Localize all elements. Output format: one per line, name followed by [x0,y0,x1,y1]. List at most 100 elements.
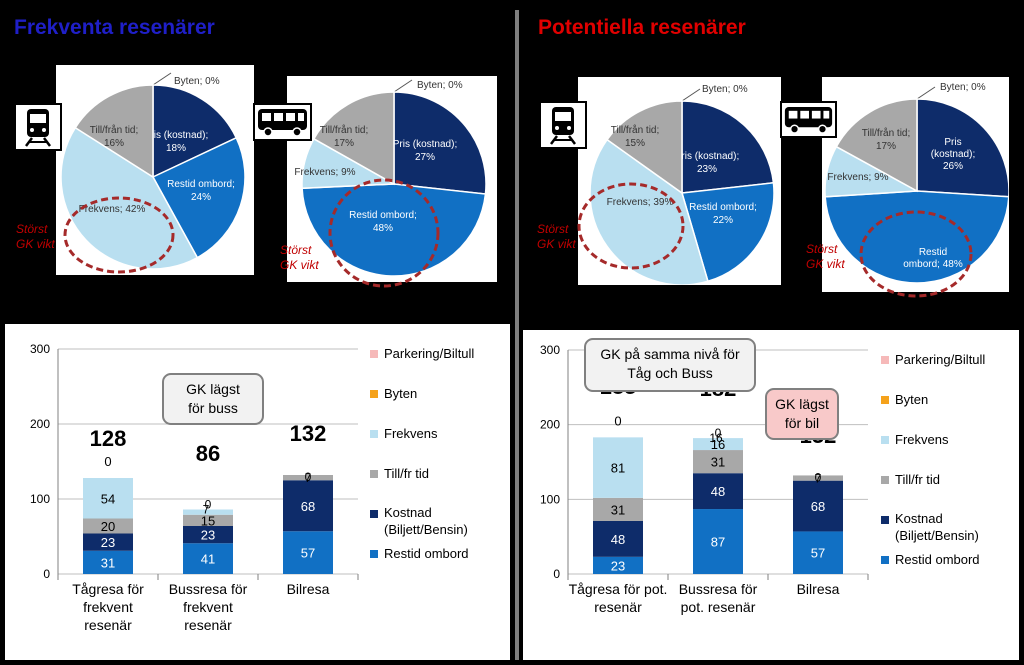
pie-label: Pris (kostnad); 27% [393,139,457,163]
pie-label: Restid ombord; 24% [167,179,235,203]
bar-segment [183,543,233,574]
bar-segment [283,531,333,574]
bar-segment [593,520,643,557]
legend-swatch [881,436,889,444]
bar-chart-potentiell: 0100200300234831810183Tågresa för pot.re… [540,338,985,615]
highlight-circle [63,196,175,274]
pie-leader-line [916,86,936,100]
bar-value-label: 0 [614,413,621,428]
pie-slice [824,190,1009,284]
legend-swatch [881,476,889,484]
pie-label: Byten; 0% [417,80,463,91]
bar-segment [183,526,233,544]
annotation-storst: Störst GK vikt [280,243,319,272]
y-tick-label: 0 [43,567,50,581]
bar-value-label: 20 [101,519,115,534]
bar-value-label: 23 [611,558,625,573]
annotation-storst: Störst GK vikt [16,222,55,251]
pie-slice [74,84,154,179]
bar-segment [283,475,333,481]
bar-value-label: 0 [305,470,312,484]
bar-segment [693,450,743,474]
pie-label: Byten; 0% [702,84,748,95]
highlight-circle [577,182,685,270]
y-tick-label: 100 [30,492,50,506]
highlight-circles [63,178,973,298]
bar-total-label: 132 [290,421,327,446]
bar-segment [693,509,743,574]
bar-value-label: 57 [811,546,825,561]
bar-value-label: 31 [611,502,625,517]
legend-label: Byten [384,386,417,401]
bar-value-label: 16 [711,437,725,452]
legend-swatch [370,430,378,438]
pie-label: Frekvens; 9% [827,172,888,183]
bar-segment [793,480,843,532]
pie-slice [835,98,918,193]
legend-label: Kostnad (Biljett/Bensin) [384,505,468,537]
y-tick-label: 100 [540,492,560,506]
pie-chart-potentiell-buss: Byten; 0% Pris (kostnad); 26% Restid ombord; … [824,82,1009,284]
bar-segment [283,480,333,532]
pie-slice [312,91,395,186]
bar-value-label: 0 [104,454,111,469]
legend-swatch [370,350,378,358]
bar-value-label: 23 [101,535,115,550]
legend-label: Parkering/Biltull [895,352,985,367]
bar-value-label: 68 [811,499,825,514]
pie-slice [151,136,246,259]
legend-label: Restid ombord [895,552,980,567]
train-icon [14,103,62,151]
legend-swatch [370,390,378,398]
category-label: resenär [184,617,232,633]
category-label: frekvent [183,599,233,615]
legend-swatch [881,556,889,564]
legend-label: Restid ombord [384,546,469,561]
legend-swatch [370,510,378,518]
bar-total-label: 86 [196,441,220,466]
bar-value-label: 7 [815,471,822,485]
bar-value-label: 7 [305,471,312,485]
legend-label: Byten [895,392,928,407]
y-tick-label: 300 [540,343,560,357]
callout-text: GK lägst för bil [775,396,829,431]
legend-swatch [370,470,378,478]
legend-swatch [370,550,378,558]
pie-label: Frekvens; 9% [294,167,355,178]
pie-label: Pris (kostnad); 26% [931,137,975,172]
bus-icon [780,101,837,138]
pie-label: Frekvens; 39% [607,197,674,208]
pie-label: Till/från tid; 17% [862,127,911,152]
bar-value-label: 0 [205,498,212,512]
callout-box [765,388,839,440]
bar-value-label: 81 [611,461,625,476]
bar-total-label: 128 [90,426,127,451]
bar-segment [593,437,643,498]
pie-label: Till/från tid; 17% [320,124,369,149]
pie-slice [393,91,487,195]
pie-slice [589,138,709,285]
category-label: pot. resenär [681,599,756,615]
pie-chart-frekvent-buss: Byten; 0% Pris (kostnad); 27% Restid ombord… [294,79,487,277]
bar-segment [83,533,133,551]
bar-value-label: 31 [101,555,115,570]
category-label: frekvent [83,599,133,615]
bar-segment [793,531,843,574]
bus-icon [253,103,312,141]
y-tick-label: 200 [540,418,560,432]
pie-label: Restid ombord; 22% [689,202,757,226]
bar-value-label: 57 [301,546,315,561]
header-frekventa: Frekventa resenärer [14,16,215,39]
bar-segment [693,438,743,451]
category-label: resenär [594,599,642,615]
pie-slice [681,181,775,283]
bar-segment [83,550,133,574]
bar-value-label: 7 [203,503,210,517]
pie-leader-line [393,79,413,93]
callout-box [584,338,756,392]
category-label: Bussresa för [169,581,248,597]
bar-value-label: 0 [815,470,822,484]
pie-slice [606,100,683,195]
legend-label: Parkering/Biltull [384,346,474,361]
train-icon [539,101,587,149]
